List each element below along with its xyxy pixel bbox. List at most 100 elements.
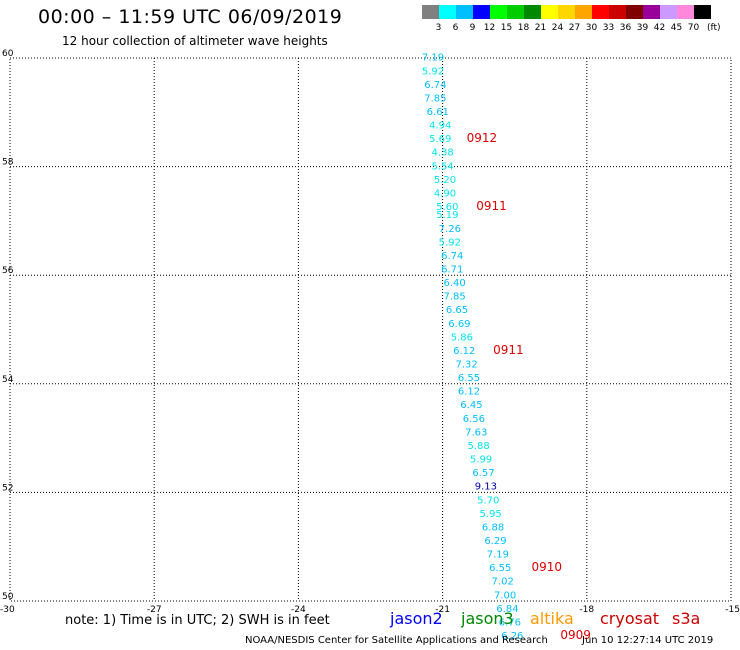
time-label: 0909 — [560, 628, 591, 642]
color-swatch — [524, 5, 541, 19]
wave-height-point: 6.45 — [460, 400, 482, 411]
color-scale-label: 12 — [483, 23, 496, 33]
color-swatch — [660, 5, 677, 19]
wave-height-point: 4.94 — [429, 121, 451, 132]
y-tick-label: 50 — [2, 592, 14, 602]
time-label: 0910 — [532, 560, 563, 574]
color-scale-label: 9 — [469, 23, 476, 33]
x-tick-label: -30 — [0, 605, 15, 615]
wave-height-point: 6.29 — [484, 536, 506, 547]
wave-height-point: 5.92 — [439, 237, 461, 248]
footer-timestamp: Jun 10 12:27:14 UTC 2019 — [582, 635, 714, 646]
color-scale-label: 27 — [568, 23, 581, 33]
color-scale-label: 21 — [534, 23, 547, 33]
color-scale-label: 36 — [619, 23, 632, 33]
wave-height-point: 6.65 — [446, 305, 468, 316]
y-tick-label: 54 — [2, 375, 14, 385]
chart-title: 00:00 – 11:59 UTC 06/09/2019 — [38, 6, 343, 28]
axis-ticks: -30 -27 -24 -21 -18 -15 50 52 54 56 58 60 — [0, 49, 740, 615]
wave-height-labels: 7.19 5.92 6.74 7.85 6.61 4.94 5.69 4.38 5.54 5.20… — [422, 53, 524, 642]
footer-source: NOAA/NESDIS Center for Satellite Applica… — [245, 635, 548, 646]
color-scale-label: 45 — [670, 23, 683, 33]
color-scale-label: 70 — [687, 23, 700, 33]
color-swatch — [490, 5, 507, 19]
color-swatch — [643, 5, 660, 19]
wave-height-point: 5.69 — [429, 134, 451, 145]
wave-height-point: 5.54 — [431, 161, 453, 172]
y-tick-label: 58 — [2, 158, 14, 168]
satellite-legend-cryosat: cryosat — [600, 609, 660, 628]
wave-height-point: 6.88 — [482, 522, 504, 533]
grid-lines — [9, 57, 732, 602]
y-tick-label: 56 — [2, 266, 14, 276]
wave-height-point: 6.61 — [427, 107, 449, 118]
color-swatch — [626, 5, 643, 19]
color-scale-label: 6 — [452, 23, 459, 33]
x-tick-label: -24 — [291, 605, 306, 615]
color-swatch — [507, 5, 524, 19]
wave-height-point: 7.19 — [487, 550, 509, 561]
time-labels: 0912 0911 0911 0910 0909 — [467, 131, 591, 642]
time-label: 0912 — [467, 131, 498, 145]
time-label: 0911 — [493, 343, 524, 357]
wave-height-point: 7.02 — [492, 577, 514, 588]
wave-height-point: 6.76 — [499, 617, 521, 628]
wave-height-point: 5.92 — [422, 66, 444, 77]
footer-note: note: 1) Time is in UTC; 2) SWH is in fe… — [65, 613, 330, 628]
color-scale-label: 3 — [435, 23, 442, 33]
wave-height-point: 6.55 — [489, 563, 511, 574]
wave-height-point: 6.74 — [441, 251, 463, 262]
wave-height-point: 7.26 — [439, 224, 461, 235]
color-swatch — [609, 5, 626, 19]
wave-height-point: 7.63 — [465, 427, 487, 438]
plot-frame — [9, 57, 732, 602]
color-scale-label: 42 — [653, 23, 666, 33]
time-label: 0911 — [476, 199, 507, 213]
wave-height-point: 6.71 — [441, 264, 463, 275]
color-swatch — [473, 5, 490, 19]
color-scale-label: 33 — [602, 23, 615, 33]
y-tick-label: 60 — [2, 49, 14, 59]
wave-height-point: 7.00 — [494, 590, 516, 601]
x-tick-label: -18 — [579, 605, 594, 615]
wave-height-point: 5.99 — [470, 455, 492, 466]
color-scale-label: 39 — [636, 23, 649, 33]
wave-height-point: 6.69 — [448, 319, 470, 330]
wave-height-point: 6.74 — [424, 80, 446, 91]
wave-height-point: 7.85 — [443, 292, 465, 303]
color-swatch — [541, 5, 558, 19]
x-tick-label: -27 — [147, 605, 162, 615]
wave-height-point: 7.85 — [424, 93, 446, 104]
y-tick-label: 52 — [2, 483, 13, 493]
wave-height-point: 4.90 — [434, 188, 456, 199]
color-swatch — [592, 5, 609, 19]
color-scale-label: 30 — [585, 23, 598, 33]
wave-height-point: 6.12 — [453, 346, 475, 357]
wave-height-point: 5.20 — [434, 175, 456, 186]
color-swatch — [456, 5, 473, 19]
color-swatch — [422, 5, 439, 19]
wave-height-point: 5.95 — [480, 509, 502, 520]
wave-height-point: 5.19 — [436, 210, 458, 221]
wave-height-point: 6.40 — [443, 278, 465, 289]
wave-height-point: 6.55 — [458, 373, 480, 384]
color-swatch — [677, 5, 694, 19]
color-scale-unit: (ft) — [707, 23, 721, 33]
x-tick-label: -21 — [435, 605, 450, 615]
x-tick-label: -15 — [725, 605, 740, 615]
wave-height-point: 4.38 — [431, 148, 453, 159]
color-scale-label: 18 — [517, 23, 530, 33]
satellite-legend-jason2: jason2 — [390, 609, 443, 628]
satellite-legend-altika: altika — [530, 609, 574, 628]
satellite-legend-s3a: s3a — [672, 609, 701, 628]
wave-height-point: 7.32 — [456, 360, 478, 371]
wave-height-point: 6.12 — [458, 387, 480, 398]
wave-height-point: 6.57 — [472, 468, 494, 479]
wave-height-point: 6.26 — [501, 631, 523, 642]
wave-height-point: 6.56 — [463, 414, 485, 425]
wave-height-point: 6.84 — [496, 604, 518, 615]
wave-height-point: 5.88 — [468, 441, 490, 452]
satellite-legend-jason3: jason3 — [461, 609, 514, 628]
chart-subtitle: 12 hour collection of altimeter wave hei… — [62, 34, 328, 48]
